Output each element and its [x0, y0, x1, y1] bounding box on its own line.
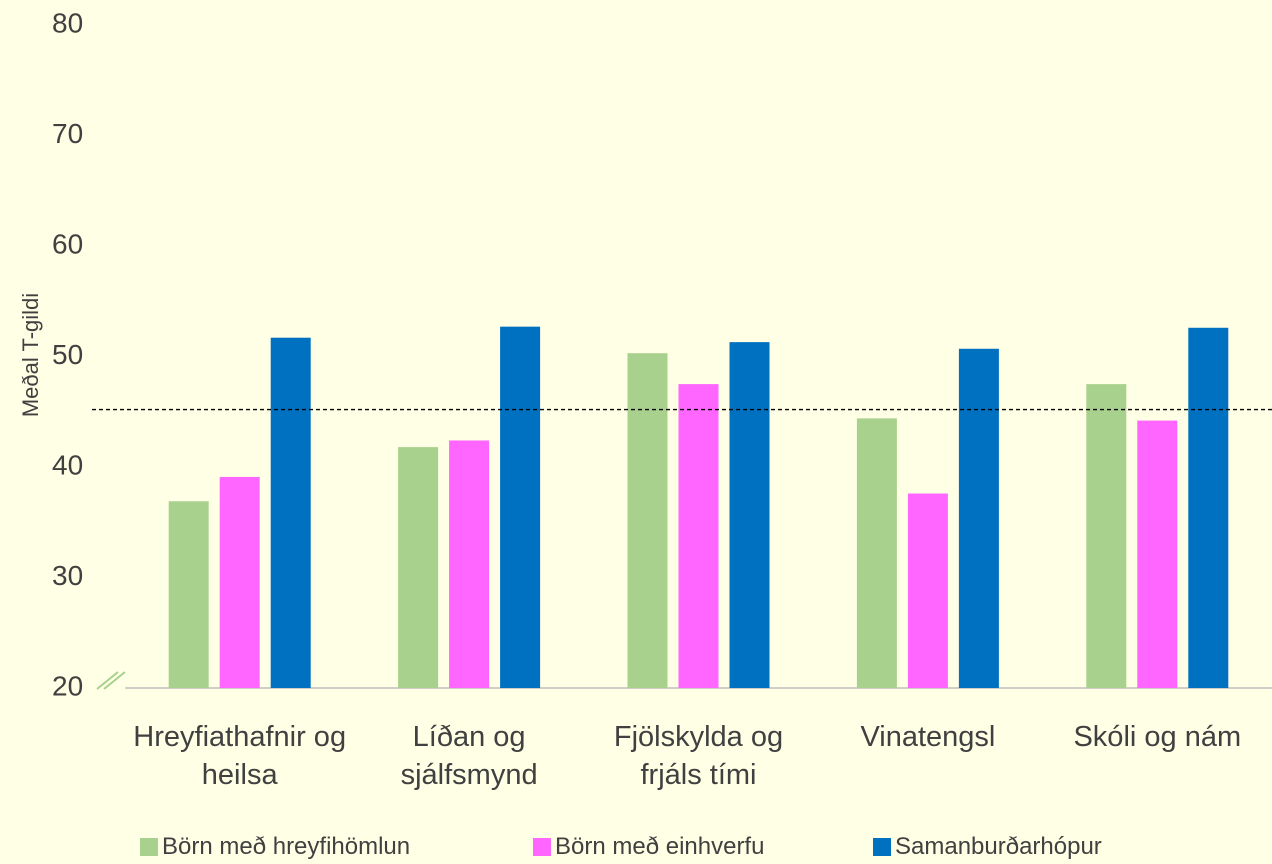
bar: [219, 476, 260, 688]
legend-swatch: [533, 838, 551, 856]
bar: [270, 337, 311, 688]
axis-break: [96, 671, 119, 690]
y-axis-label: Meðal T-gildi: [18, 293, 43, 417]
bar: [907, 493, 948, 688]
y-tick-label: 60: [52, 228, 83, 259]
bar: [1137, 420, 1178, 688]
x-tick-label: Hreyfiathafnir og heilsa: [133, 721, 347, 791]
legend-item: Börn með hreyfihömlun: [140, 833, 410, 861]
y-tick-label: 80: [52, 7, 83, 38]
legend-label: Börn með einhverfu: [555, 833, 765, 860]
bar: [627, 353, 668, 688]
bar: [729, 342, 770, 688]
bar: [1188, 327, 1229, 688]
y-tick-label: 30: [52, 560, 83, 591]
bar: [449, 440, 490, 688]
y-tick-label: 20: [52, 670, 83, 701]
legend-label: Börn með hreyfihömlun: [162, 833, 411, 860]
y-tick-label: 50: [52, 339, 83, 370]
x-tick-label: Líðan og sjálfsmynd: [400, 721, 538, 791]
x-tick-label: Skóli og nám: [1073, 721, 1242, 753]
legend-item: Samanburðarhópur: [873, 833, 1102, 861]
x-tick-label: Fjölskylda og frjáls tími: [613, 721, 784, 791]
bar: [168, 501, 209, 688]
bar: [678, 384, 719, 688]
bar: [398, 447, 439, 688]
y-tick-label: 70: [52, 118, 83, 149]
bar: [958, 348, 999, 688]
axis-break: [103, 671, 126, 690]
x-tick-label: Vinatengsl: [860, 721, 996, 753]
bar: [500, 326, 541, 688]
bar: [856, 418, 897, 688]
bar: [1086, 384, 1127, 688]
legend-label: Samanburðarhópur: [895, 833, 1102, 860]
legend-item: Börn með einhverfu: [533, 833, 764, 861]
legend-swatch: [873, 838, 891, 856]
legend-swatch: [140, 838, 158, 856]
y-tick-label: 40: [52, 449, 83, 480]
